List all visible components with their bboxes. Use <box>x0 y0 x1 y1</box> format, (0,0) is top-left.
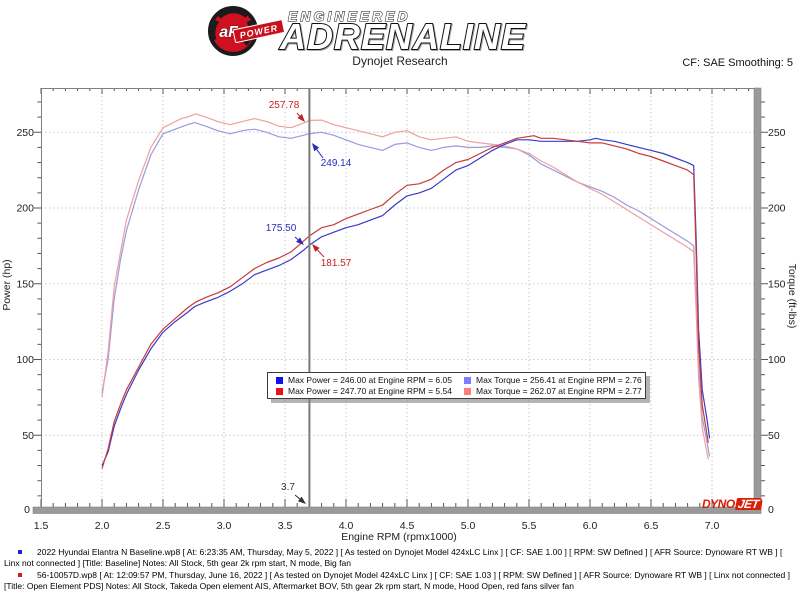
legend-label: Max Power = 247.70 at Engine RPM = 5.54 <box>288 386 452 396</box>
x-tick-label: 5.5 <box>522 520 537 532</box>
run2-text: 56-10057D.wp8 [ At: 12:09:57 PM, Thursda… <box>4 570 790 591</box>
annotation-arrowhead-icon <box>312 244 320 252</box>
left-zero-label: 0 <box>24 504 30 516</box>
cf-smoothing-label: CF: SAE Smoothing: 5 <box>682 57 793 69</box>
left-y-tick-label: 50 <box>22 430 34 442</box>
legend-item-max-torque-run1: Max Torque = 256.41 at Engine RPM = 2.76 <box>464 375 645 385</box>
annotation-value: 257.78 <box>269 100 300 111</box>
x-tick-label: 6.5 <box>644 520 659 532</box>
x-tick-label: 4.0 <box>339 520 354 532</box>
x-tick-label: 3.5 <box>278 520 293 532</box>
annotation-arrow-line <box>294 494 301 500</box>
plot-area: 1.5 2.0 2.5 3.0 3.5 4.0 4.5 5.0 5.5 6.0 6.5 7.0 50 50… <box>16 88 786 532</box>
run-info-baseline: 2022 Hyundai Elantra N Baseline.wp8 [ At… <box>0 547 800 570</box>
right-y-tick-label: 150 <box>768 278 786 290</box>
legend-label: Max Torque = 262.07 at Engine RPM = 2.77 <box>476 386 642 396</box>
legend-swatch-power-run1-icon <box>276 376 283 384</box>
afe-logo-blade <box>210 19 220 41</box>
right-axis-title: Torque (ft-lbs) <box>786 264 798 329</box>
annotation-value: 181.57 <box>321 258 352 269</box>
right-y-tick-label: 200 <box>768 203 786 215</box>
run1-bullet-icon <box>18 550 22 554</box>
run-info-open-element: 56-10057D.wp8 [ At: 12:09:57 PM, Thursda… <box>0 570 800 593</box>
x-tick-label: 1.5 <box>34 520 49 532</box>
right-zero-label: 0 <box>768 504 774 516</box>
legend-label: Max Torque = 256.41 at Engine RPM = 2.76 <box>476 375 642 385</box>
annotation-arrowhead-icon <box>312 143 320 152</box>
annotation-arrow-line <box>316 149 324 159</box>
legend: Max Power = 246.00 at Engine RPM = 6.05 … <box>267 372 646 399</box>
run2-bullet-icon <box>18 573 22 577</box>
annotation-arrowhead-icon <box>297 496 306 504</box>
afe-logo-blade <box>217 8 249 19</box>
curve-power_run1 <box>101 137 711 466</box>
curve-power_run2 <box>101 135 709 469</box>
chart-title: Dynojet Research <box>352 54 447 68</box>
x-tick-label: 3.0 <box>217 520 232 532</box>
annotation-arrowhead-icon <box>296 237 304 245</box>
dynojet-logo-jet: JET <box>734 497 763 511</box>
x-tick-label: 2.5 <box>156 520 171 532</box>
x-tick-label: 5.0 <box>461 520 476 532</box>
brand-engineered-text: ENGINEERED <box>288 8 411 24</box>
annotation-value: 249.14 <box>321 158 352 169</box>
curve-torque_run2 <box>101 113 709 460</box>
legend-item-max-torque-run2: Max Torque = 262.07 at Engine RPM = 2.77 <box>464 386 645 396</box>
legend-label: Max Power = 246.00 at Engine RPM = 6.05 <box>288 375 452 385</box>
brand-adrenaline-text: ADRENALINE <box>279 16 526 57</box>
right-y-tick-label: 50 <box>768 430 780 442</box>
legend-item-max-power-run2: Max Power = 247.70 at Engine RPM = 5.54 <box>276 386 464 396</box>
footer: 2022 Hyundai Elantra N Baseline.wp8 [ At… <box>0 547 800 593</box>
x-tick-label: 6.0 <box>583 520 598 532</box>
left-y-tick-label: 200 <box>16 203 34 215</box>
annotation-value: 175.50 <box>266 223 297 234</box>
power-banner-rect <box>232 19 285 44</box>
annotation-arrowhead-icon <box>297 114 305 122</box>
dynojet-logo: DYNO JET <box>702 497 763 511</box>
right-y-tick-label: 100 <box>768 354 786 366</box>
left-y-tick-label: 100 <box>16 354 34 366</box>
x-tick-label: 4.5 <box>400 520 415 532</box>
annotation-arrow-line <box>294 236 299 241</box>
legend-item-max-power-run1: Max Power = 246.00 at Engine RPM = 6.05 <box>276 375 464 385</box>
run1-text: 2022 Hyundai Elantra N Baseline.wp8 [ At… <box>4 547 783 568</box>
annotation-value: 3.7 <box>281 482 295 493</box>
left-y-tick-label: 150 <box>16 278 34 290</box>
left-y-tick-label: 250 <box>16 127 34 139</box>
legend-swatch-power-run2-icon <box>276 387 283 395</box>
afe-power-banner: POWER <box>232 19 285 44</box>
left-axis-title: Power (hp) <box>1 259 13 310</box>
legend-swatch-torque-run1-icon <box>464 376 471 384</box>
curve-torque_run1 <box>101 121 711 457</box>
annotation-arrow-line <box>296 112 301 117</box>
bottom-axis-spine <box>32 506 762 514</box>
legend-swatch-torque-run2-icon <box>464 387 471 395</box>
x-axis-title: Engine RPM (rpmx1000) <box>341 531 457 543</box>
x-tick-label: 2.0 <box>95 520 110 532</box>
right-y-tick-label: 250 <box>768 127 786 139</box>
right-axis-spine <box>753 87 762 514</box>
annotation-arrow-line <box>317 249 325 258</box>
x-tick-label: 7.0 <box>705 520 720 532</box>
dynojet-logo-dyno: DYNO <box>702 497 735 511</box>
